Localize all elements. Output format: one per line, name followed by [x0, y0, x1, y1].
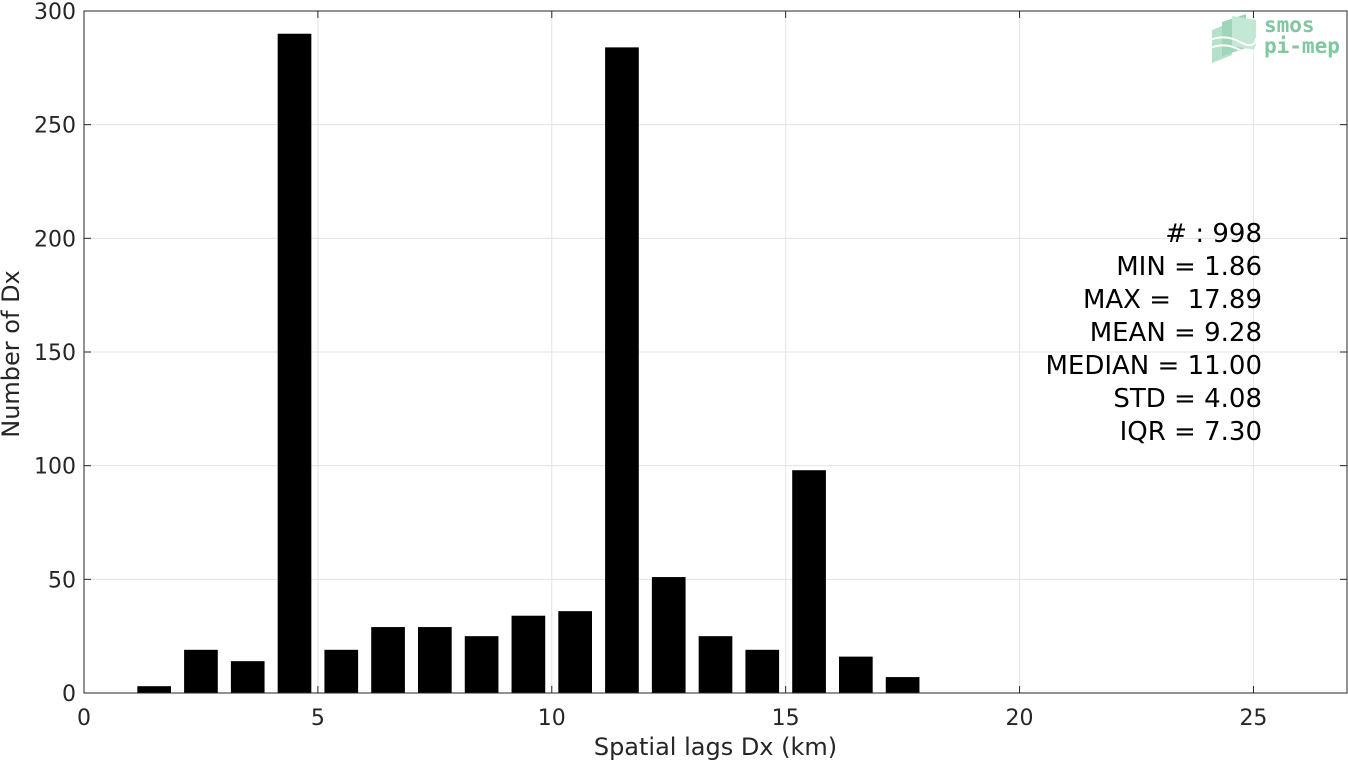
histogram-bar [464, 636, 499, 693]
histogram-bar [511, 615, 546, 693]
x-tick-label: 0 [77, 706, 91, 731]
histogram-bar [698, 636, 733, 693]
stat-line: MEDIAN = 11.00 [1045, 351, 1262, 381]
stat-line: # : 998 [1165, 219, 1262, 249]
histogram-bar [745, 649, 780, 693]
histogram-bar [137, 686, 172, 693]
bar-series [137, 33, 920, 693]
histogram-bar [371, 627, 405, 693]
x-tick-label: 25 [1239, 706, 1267, 731]
logo-text-smos: smos [1264, 13, 1315, 37]
y-tick-label: 50 [48, 568, 76, 593]
histogram-bar [651, 577, 686, 693]
x-tick-label: 10 [538, 706, 566, 731]
stat-line: IQR = 7.30 [1120, 417, 1262, 447]
histogram-bar [417, 627, 452, 693]
stat-line: MEAN = 9.28 [1090, 318, 1262, 348]
histogram-bar [792, 470, 826, 693]
histogram-bar [230, 661, 265, 693]
logo-emblem-icon [1209, 14, 1257, 63]
stat-line: MAX = 17.89 [1083, 285, 1262, 315]
histogram-bar [184, 649, 218, 693]
y-tick-label: 0 [62, 682, 76, 707]
histogram-bar [324, 649, 359, 693]
x-tick-label: 5 [311, 706, 325, 731]
y-tick-label: 100 [34, 455, 76, 480]
x-tick-label: 15 [772, 706, 800, 731]
stat-line: STD = 4.08 [1113, 384, 1262, 414]
y-tick-label: 300 [34, 0, 76, 25]
x-tick-label: 20 [1006, 706, 1034, 731]
histogram-bar [838, 656, 873, 693]
y-axis-title: Number of Dx [0, 270, 25, 437]
histogram-bar [885, 677, 920, 693]
histogram-bar [277, 33, 312, 693]
y-tick-label: 200 [34, 227, 76, 252]
y-tick-label: 250 [34, 114, 76, 139]
histogram-bar [605, 47, 639, 693]
y-tick-label: 150 [34, 341, 76, 366]
logo-text-pi-mep: pi-mep [1264, 34, 1340, 58]
stat-line: MIN = 1.86 [1116, 252, 1262, 282]
x-axis-title: Spatial lags Dx (km) [594, 733, 837, 761]
smos-pi-mep-logo: smos pi-mep [1209, 13, 1340, 63]
histogram-bar [558, 611, 593, 693]
